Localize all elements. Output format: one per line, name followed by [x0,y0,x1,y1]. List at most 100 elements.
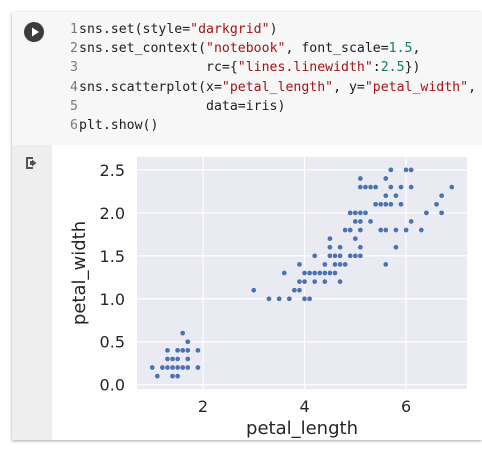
scatter-point [342,261,348,268]
scatter-point [179,330,186,336]
code-token: "petal_length" [221,79,334,95]
scatter-point [301,270,308,276]
scatter-point [388,184,394,190]
scatter-point [337,278,343,285]
scatter-point [398,201,404,208]
scatter-point [403,227,409,233]
scatter-point [159,364,166,371]
code-token: sns.set_context( [79,41,207,57]
scatter-point [174,373,181,379]
line-number: 4 [70,79,78,95]
scatter-point [352,253,359,259]
scatter-point [291,287,298,293]
scatter-point [169,364,176,371]
code-token: data=iris) [79,98,286,114]
x-tick-label: 6 [401,397,411,416]
scatter-point [184,364,191,371]
code-token: plt.show() [79,118,159,134]
code-token: }) [404,60,421,76]
scatter-point [332,253,338,259]
output-arrow-icon[interactable] [24,155,40,171]
x-axis-label: petal_length [246,418,358,439]
y-axis-label: petal_width [69,221,90,325]
scatter-point [357,253,364,259]
scatter-point [179,347,186,354]
code-token: 2.5 [380,60,405,76]
y-tick-label: 1.5 [100,247,125,266]
scatter-point [377,201,384,208]
scatter-point [433,201,440,208]
scatter-point [296,278,303,285]
code-line[interactable]: 5 data=iris) [62,97,476,116]
scatter-point [301,278,308,285]
scatter-point [403,167,409,173]
y-tick-label: 2.5 [100,161,125,180]
scatter-point [448,184,455,190]
code-token: : [372,60,381,76]
scatter-point [372,184,379,190]
code-token: "petal_width" [364,79,469,95]
code-line[interactable]: 2sns.set_context("notebook", font_scale=… [62,39,476,58]
code-token: , [468,79,477,95]
scatter-point [408,218,414,225]
line-number: 3 [70,60,78,76]
scatter-point [357,184,364,190]
scatter-point [311,270,318,276]
y-tick-label: 0.0 [100,376,125,395]
scatter-point [398,184,404,190]
scatter-point [423,210,430,216]
y-tick-label: 0.5 [100,333,125,352]
code-token: , [412,41,421,57]
scatter-point [347,210,354,216]
scatter-point [393,227,399,233]
scatter-point [393,192,399,199]
scatter-point [357,175,364,182]
scatter-point [438,210,445,216]
scatter-point [377,227,384,233]
scatter-point [357,218,364,225]
scatter-point [362,184,369,190]
scatter-point [195,364,201,371]
code-line[interactable]: 6plt.show() [62,116,476,135]
code-editor[interactable]: 1sns.set(style="darkgrid") 2sns.set_conte… [12,12,482,145]
scatter-point [250,287,257,293]
scatter-point [382,227,389,233]
scatter-point [169,373,176,379]
scatter-point [276,295,282,302]
scatter-point [357,244,364,251]
scatter-point [149,364,156,371]
scatter-point [174,347,181,354]
code-line[interactable]: 1sns.set(style="darkgrid") [62,20,476,39]
scatter-point [184,356,191,362]
scatter-point [357,227,364,233]
scatter-point [332,270,338,276]
scatter-point [382,175,389,182]
scatter-point [174,356,181,362]
code-token: "lines.linewidth" [237,60,373,76]
code-token: ) [269,22,278,37]
scatter-point [179,364,186,371]
x-tick-label: 4 [299,397,309,416]
scatter-point [306,295,313,302]
scatter-point [357,210,364,216]
y-tick-label: 1.0 [100,290,125,309]
code-text[interactable]: 1sns.set(style="darkgrid") 2sns.set_conte… [62,20,476,135]
scatter-point [337,261,343,268]
code-line[interactable]: 3 rc={"lines.linewidth":2.5}) [62,58,476,77]
scatter-point [311,253,318,259]
cell-output: 2 4 6 0.0 0.5 1.0 1.5 2.0 2.5 petal_length petal… [12,145,482,440]
scatter-point [327,235,333,242]
scatter-point [281,270,288,276]
scatter-point [438,192,445,199]
scatter-point [367,218,374,225]
scatter-point [352,235,359,242]
code-token: , y= [333,79,365,95]
scatter-point [322,270,328,276]
x-tick-label: 2 [198,397,208,416]
play-icon [32,27,39,37]
code-line[interactable]: 4sns.scatterplot(x="petal_length", y="pe… [62,78,476,97]
scatter-point [367,184,374,190]
scatter-point [327,270,333,276]
code-token: sns.set(style= [79,22,191,37]
run-cell-button[interactable] [24,22,44,42]
